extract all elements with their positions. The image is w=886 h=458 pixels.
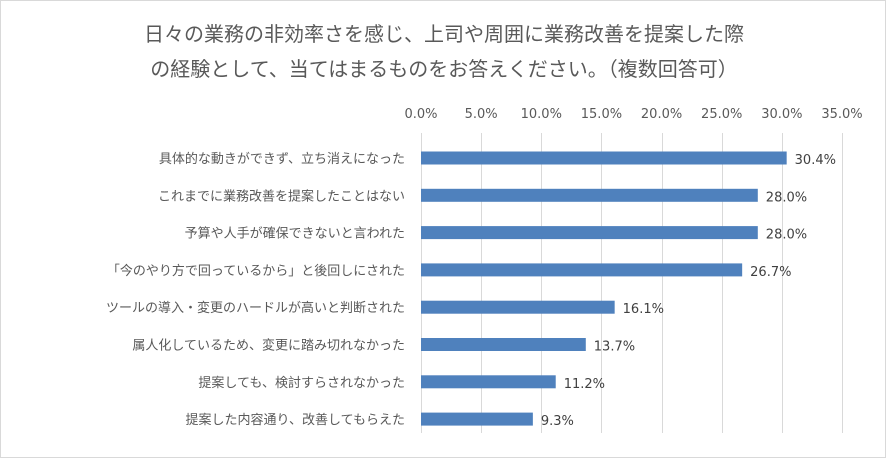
bar [421,338,586,351]
chart-title-line-2: の経験として、当てはまるものをお答えください。（複数回答可） [150,57,737,81]
bar [421,412,533,426]
bar [421,263,743,277]
data-label: 16.1% [623,302,664,317]
data-label: 11.2% [564,377,605,392]
category-label: 属人化しているため、変更に踏み切れなかった [132,338,405,354]
category-label: 予算や人手が確保できないと言われた [185,226,405,242]
chart-title: 日々の業務の非効率さを感じ、上司や周囲に業務改善を提案した際 の経験として、当て… [144,22,744,81]
data-label: 28.0% [766,228,807,243]
bar [421,151,787,165]
data-labels: 30.4% 28.0% 28.0% 26.7% 16.1% 13.7% 11.2% 9.3% [541,153,836,429]
x-tick-label: 10.0% [521,107,562,122]
x-tick-label: 0.0% [404,107,437,122]
category-label: 「今のやり方で回っているから」と後回しにされた [107,263,405,279]
x-tick-label: 30.0% [761,107,802,122]
category-label: ツールの導入・変更のハードルが高いと判断された [106,300,405,316]
gridlines [421,133,843,433]
data-label: 9.3% [541,414,574,429]
category-label: 具体的な動きができず、立ち消えになった [159,151,405,167]
bar [421,375,556,389]
category-labels: 具体的な動きができず、立ち消えになったこれまでに業務改善を提案したことはない予算… [106,151,405,428]
bar [421,226,758,240]
data-label: 26.7% [750,265,791,280]
data-label: 13.7% [594,340,635,355]
bar [421,300,615,314]
data-label: 30.4% [795,153,836,168]
x-tick-label: 15.0% [581,107,622,122]
x-axis-tick-labels: 0.0% 5.0% 10.0% 15.0% 20.0% 25.0% 30.0% 35.0% [404,107,862,122]
category-label: これまでに業務改善を提案したことはない [158,188,405,204]
category-label: 提案しても、検討すらされなかった [198,375,405,391]
bar [421,188,758,202]
data-label: 28.0% [766,190,807,205]
x-tick-label: 35.0% [821,107,862,122]
category-label: 提案した内容通り、改善してもらえた [186,412,405,428]
x-tick-label: 25.0% [701,107,742,122]
x-tick-label: 5.0% [465,107,498,122]
chart-title-line-1: 日々の業務の非効率さを感じ、上司や周囲に業務改善を提案した際 [144,22,744,46]
bars [421,151,787,426]
x-tick-label: 20.0% [641,107,682,122]
